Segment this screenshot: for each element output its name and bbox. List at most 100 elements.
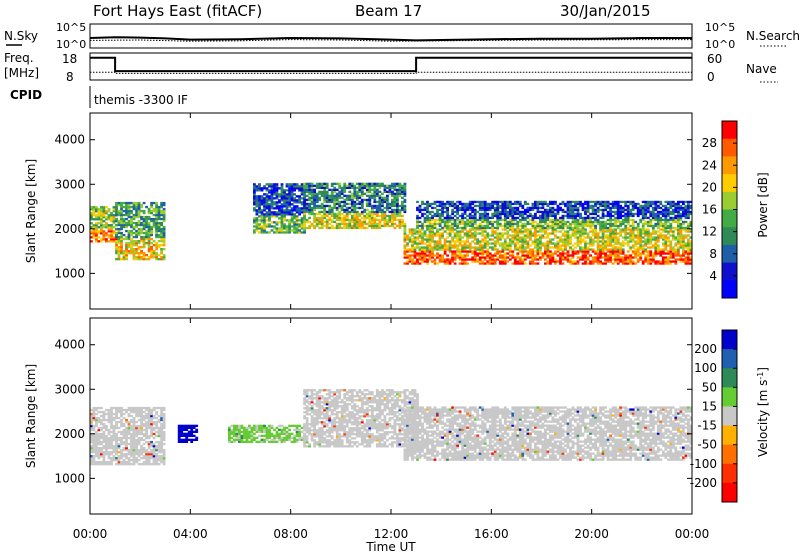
heatmap-cell [381, 184, 384, 187]
heatmap-cell [463, 222, 467, 226]
heatmap-cell [636, 240, 640, 243]
heatmap-cell [639, 252, 643, 255]
heatmap-cell [561, 240, 565, 243]
heatmap-cell [599, 230, 602, 233]
heatmap-cell [624, 234, 628, 237]
heatmap-cell [330, 198, 334, 202]
heatmap-cell [516, 212, 520, 216]
heatmap-cell [554, 244, 557, 247]
heatmap-cell [137, 252, 141, 255]
heatmap-cell [438, 242, 442, 245]
heatmap-cell [125, 457, 128, 460]
heatmap-cell [624, 254, 628, 257]
heatmap-cell [140, 231, 143, 235]
heatmap-cell [112, 438, 116, 442]
heatmap-cell [601, 224, 605, 228]
heatmap-cell [521, 240, 525, 243]
heatmap-cell [147, 211, 151, 215]
heatmap-cell [145, 455, 148, 458]
heatmap-cell [393, 196, 397, 199]
heatmap-cell [641, 262, 645, 265]
heatmap-cell [436, 254, 439, 257]
heatmap-cell [401, 188, 404, 191]
heatmap-cell [571, 218, 575, 222]
heatmap-cell [140, 445, 143, 448]
heatmap-cell [508, 212, 512, 216]
heatmap-cell [92, 232, 96, 235]
heatmap-cell [155, 221, 158, 225]
heatmap-cell [423, 234, 427, 237]
heatmap-cell [130, 229, 133, 233]
heatmap-cell [581, 230, 585, 233]
heatmap-cell [433, 200, 437, 204]
heatmap-cell [677, 232, 680, 235]
heatmap-cell [654, 246, 658, 249]
heatmap-cell [155, 457, 158, 460]
heatmap-cell [456, 204, 459, 208]
heatmap-cell [546, 254, 550, 257]
heatmap-cell [599, 226, 602, 230]
heatmap-cell [155, 424, 158, 428]
heatmap-cell [518, 238, 522, 241]
heatmap-cell [398, 220, 402, 224]
heatmap-cell [581, 234, 585, 237]
heatmap-cell [483, 258, 487, 261]
heatmap-cell [155, 223, 158, 227]
heatmap-cell [488, 262, 492, 265]
heatmap-cell [255, 211, 259, 214]
heatmap-cell [596, 250, 600, 253]
heatmap-cell [501, 246, 505, 249]
heatmap-cell [318, 196, 322, 199]
heatmap-cell [350, 216, 354, 220]
heatmap-cell [616, 220, 620, 224]
heatmap-cell [325, 186, 329, 189]
heatmap-cell [551, 206, 555, 210]
heatmap-cell [687, 202, 690, 206]
heatmap-cell [125, 254, 128, 257]
heatmap-cell [659, 218, 663, 222]
heatmap-cell [483, 256, 487, 259]
heatmap-cell [621, 252, 625, 255]
heatmap-cell [330, 196, 334, 199]
heatmap-cell [428, 202, 432, 206]
heatmap-cell [130, 248, 133, 251]
heatmap-cell [584, 206, 587, 210]
heatmap-cell [413, 238, 417, 241]
heatmap-cell [544, 200, 547, 204]
heatmap-cell [591, 250, 595, 253]
heatmap-cell [679, 244, 683, 247]
heatmap-cell [325, 200, 329, 204]
heatmap-cell [491, 262, 495, 265]
heatmap-cell [157, 223, 161, 227]
heatmap-cell [150, 457, 153, 460]
heatmap-cell [122, 430, 126, 434]
heatmap-cell [453, 250, 457, 253]
heatmap-cell [130, 440, 133, 444]
heatmap-cell [516, 234, 520, 237]
heatmap-cell [333, 204, 337, 208]
heatmap-cell [273, 189, 276, 192]
heatmap-cell [115, 240, 118, 243]
heatmap-cell [368, 220, 372, 224]
heatmap-cell [576, 214, 580, 218]
heatmap-cell [611, 234, 615, 237]
heatmap-cell [413, 228, 417, 231]
heatmap-cell [636, 258, 640, 261]
heatmap-cell [120, 424, 123, 428]
heatmap-cell [473, 212, 477, 216]
heatmap-cell [441, 214, 444, 218]
heatmap-cell [147, 227, 151, 231]
heatmap-cell [388, 214, 392, 218]
heatmap-cell [325, 194, 329, 197]
heatmap-cell [348, 202, 352, 206]
heatmap-cell [506, 206, 510, 210]
heatmap-cell [536, 244, 540, 247]
heatmap-cell [263, 219, 266, 222]
heatmap-cell [110, 228, 113, 231]
heatmap-cell [529, 234, 532, 237]
heatmap-cell [130, 445, 133, 448]
heatmap-cell [107, 416, 111, 420]
heatmap-cell [559, 220, 562, 224]
heatmap-cell [564, 222, 567, 226]
heatmap-cell [443, 244, 447, 247]
